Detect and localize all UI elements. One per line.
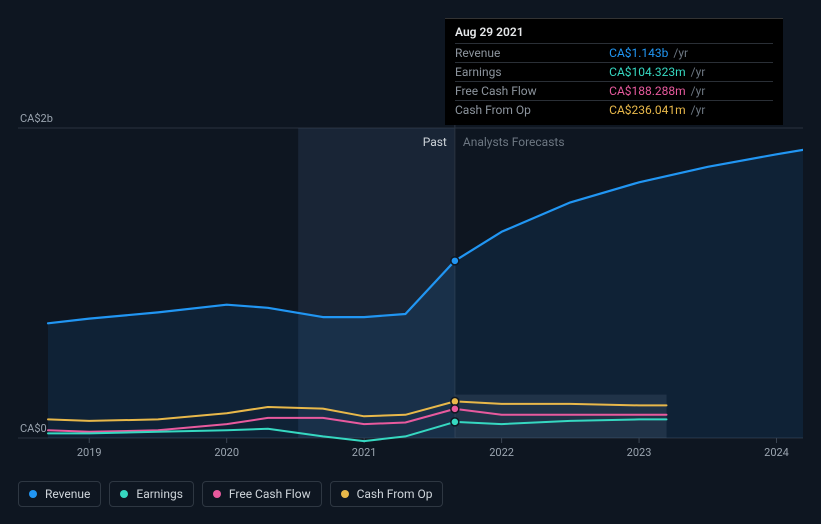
legend-swatch-icon [341,490,349,498]
tooltip-row-label: Free Cash Flow [455,82,581,101]
legend-label: Free Cash Flow [229,487,311,501]
tooltip-row-value: CA$236.041m /yr [581,101,773,120]
svg-text:2023: 2023 [627,446,652,459]
legend-item-free_cash_flow[interactable]: Free Cash Flow [202,481,322,507]
svg-text:Analysts Forecasts: Analysts Forecasts [463,135,565,149]
legend-swatch-icon [29,490,37,498]
tooltip-row-value: CA$188.288m /yr [581,82,773,101]
tooltip-row: Cash From OpCA$236.041m /yr [455,101,773,120]
svg-text:Past: Past [423,135,447,149]
legend-swatch-icon [213,490,221,498]
tooltip-date: Aug 29 2021 [455,25,773,43]
legend-swatch-icon [120,490,128,498]
svg-text:CA$2b: CA$2b [20,112,53,125]
tooltip-row-label: Revenue [455,44,581,63]
svg-text:2024: 2024 [764,446,789,459]
svg-text:2022: 2022 [489,446,514,459]
tooltip-row: RevenueCA$1.143b /yr [455,44,773,63]
tooltip-row: EarningsCA$104.323m /yr [455,63,773,82]
svg-text:CA$0: CA$0 [20,422,47,435]
chart-tooltip: Aug 29 2021 RevenueCA$1.143b /yrEarnings… [445,18,783,125]
legend-label: Earnings [136,487,183,501]
legend-label: Revenue [45,487,90,501]
tooltip-row-value: CA$1.143b /yr [581,44,773,63]
tooltip-row-value: CA$104.323m /yr [581,63,773,82]
legend-item-cash_from_op[interactable]: Cash From Op [330,481,444,507]
svg-text:2020: 2020 [214,446,239,459]
svg-text:2021: 2021 [352,446,377,459]
legend-item-earnings[interactable]: Earnings [109,481,194,507]
legend-label: Cash From Op [357,487,433,501]
tooltip-row: Free Cash FlowCA$188.288m /yr [455,82,773,101]
chart-legend: Revenue Earnings Free Cash Flow Cash From O… [18,481,443,507]
svg-text:2019: 2019 [77,446,102,459]
tooltip-table: RevenueCA$1.143b /yrEarningsCA$104.323m … [455,43,773,119]
tooltip-row-label: Earnings [455,63,581,82]
legend-item-revenue[interactable]: Revenue [18,481,101,507]
tooltip-row-label: Cash From Op [455,101,581,120]
